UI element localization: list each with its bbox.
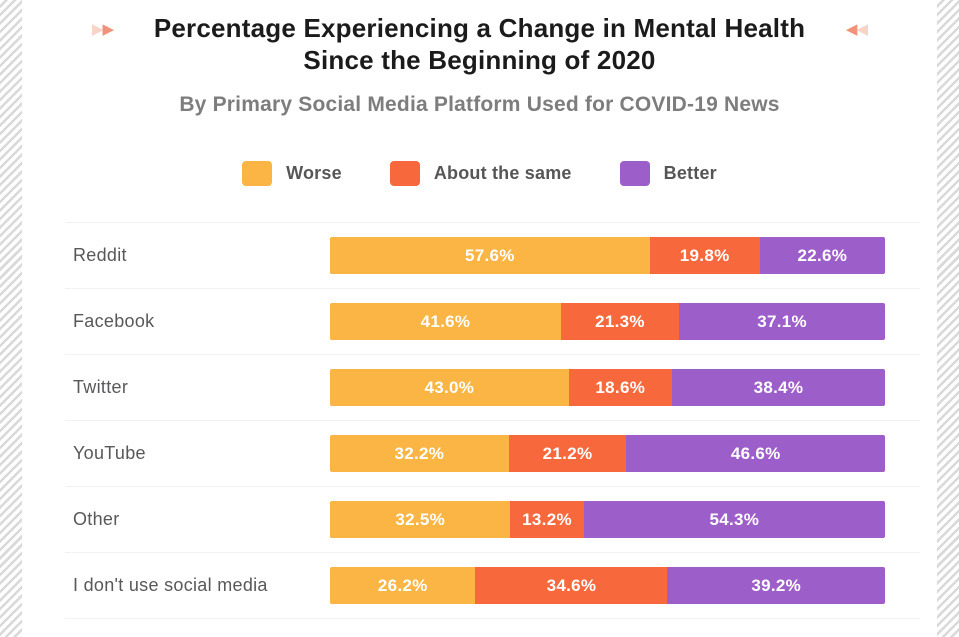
legend-item-worse: Worse	[242, 161, 342, 187]
arrow-right-icon: ▶	[92, 21, 104, 38]
right-stripe-border	[937, 0, 959, 637]
bar-segment-better: 38.4%	[671, 369, 885, 407]
title-left-arrows-icon: ▶▶	[92, 20, 115, 38]
stacked-bar: 43.0% 18.6% 38.4%	[330, 369, 885, 407]
chart-row: Reddit 57.6% 19.8% 22.6%	[65, 223, 920, 290]
chart-row: Other 32.5% 13.2% 54.3%	[65, 487, 920, 554]
bar-segment-about-the-same: 21.2%	[508, 435, 627, 473]
legend-item-better: Better	[619, 161, 717, 187]
bar-segment-better: 37.1%	[679, 303, 885, 341]
title-line-1: Percentage Experiencing a Change in Ment…	[153, 13, 806, 43]
stacked-bar-chart: Reddit 57.6% 19.8% 22.6% Facebook 41.6% 21.3% 3…	[65, 222, 920, 620]
chart-row: I don't use social media 26.2% 34.6% 39.2%	[65, 553, 920, 620]
stacked-bar: 41.6% 21.3% 37.1%	[330, 303, 885, 341]
legend-swatch-worse	[242, 161, 273, 187]
bar-segment-better: 22.6%	[759, 237, 885, 275]
category-label: Other	[73, 509, 120, 530]
legend-label-worse: Worse	[286, 163, 342, 184]
chart-row: YouTube 32.2% 21.2% 46.6%	[65, 421, 920, 488]
arrow-left-icon: ◀	[856, 21, 868, 38]
category-label: YouTube	[73, 443, 146, 464]
chart-row: Facebook 41.6% 21.3% 37.1%	[65, 289, 920, 356]
bar-segment-worse: 57.6%	[330, 237, 650, 275]
bar-segment-worse: 43.0%	[330, 369, 569, 407]
chart-legend: Worse About the same Better	[22, 161, 937, 187]
page-title: Percentage Experiencing a Change in Ment…	[22, 13, 937, 76]
bar-segment-about-the-same: 13.2%	[510, 501, 584, 539]
page-subtitle: By Primary Social Media Platform Used fo…	[179, 93, 780, 117]
bar-segment-worse: 32.5%	[330, 501, 511, 539]
bar-segment-better: 46.6%	[626, 435, 885, 473]
category-label: Facebook	[73, 311, 155, 332]
legend-item-about-the-same: About the same	[389, 161, 572, 187]
stacked-bar: 32.2% 21.2% 46.6%	[330, 435, 885, 473]
left-stripe-border	[0, 0, 22, 637]
legend-label-about-the-same: About the same	[433, 163, 572, 184]
bar-segment-better: 39.2%	[667, 567, 885, 605]
title-right-arrows-icon: ◀◀	[845, 20, 868, 38]
bar-segment-worse: 32.2%	[330, 435, 509, 473]
chart-row: Twitter 43.0% 18.6% 38.4%	[65, 355, 920, 422]
category-label: Twitter	[73, 377, 129, 398]
bar-segment-worse: 26.2%	[330, 567, 476, 605]
bar-segment-better: 54.3%	[583, 501, 885, 539]
title-line-2: Since the Beginning of 2020	[303, 44, 656, 75]
stacked-bar: 32.5% 13.2% 54.3%	[330, 501, 885, 539]
bar-segment-about-the-same: 34.6%	[475, 567, 668, 605]
stacked-bar: 26.2% 34.6% 39.2%	[330, 567, 885, 605]
stacked-bar: 57.6% 19.8% 22.6%	[330, 237, 885, 275]
content-area: ▶▶ Percentage Experiencing a Change in M…	[22, 0, 937, 637]
category-label: Reddit	[73, 245, 127, 266]
legend-swatch-better	[619, 161, 650, 187]
bar-segment-about-the-same: 19.8%	[649, 237, 760, 275]
category-label: I don't use social media	[73, 575, 268, 596]
arrow-left-icon: ◀	[845, 21, 858, 38]
legend-swatch-about-the-same	[389, 161, 420, 187]
bar-segment-about-the-same: 18.6%	[568, 369, 672, 407]
chart-header: ▶▶ Percentage Experiencing a Change in M…	[22, 13, 937, 76]
bar-segment-about-the-same: 21.3%	[560, 303, 680, 341]
legend-label-better: Better	[663, 163, 717, 184]
bar-segment-worse: 41.6%	[330, 303, 561, 341]
arrow-right-icon: ▶	[102, 21, 115, 38]
